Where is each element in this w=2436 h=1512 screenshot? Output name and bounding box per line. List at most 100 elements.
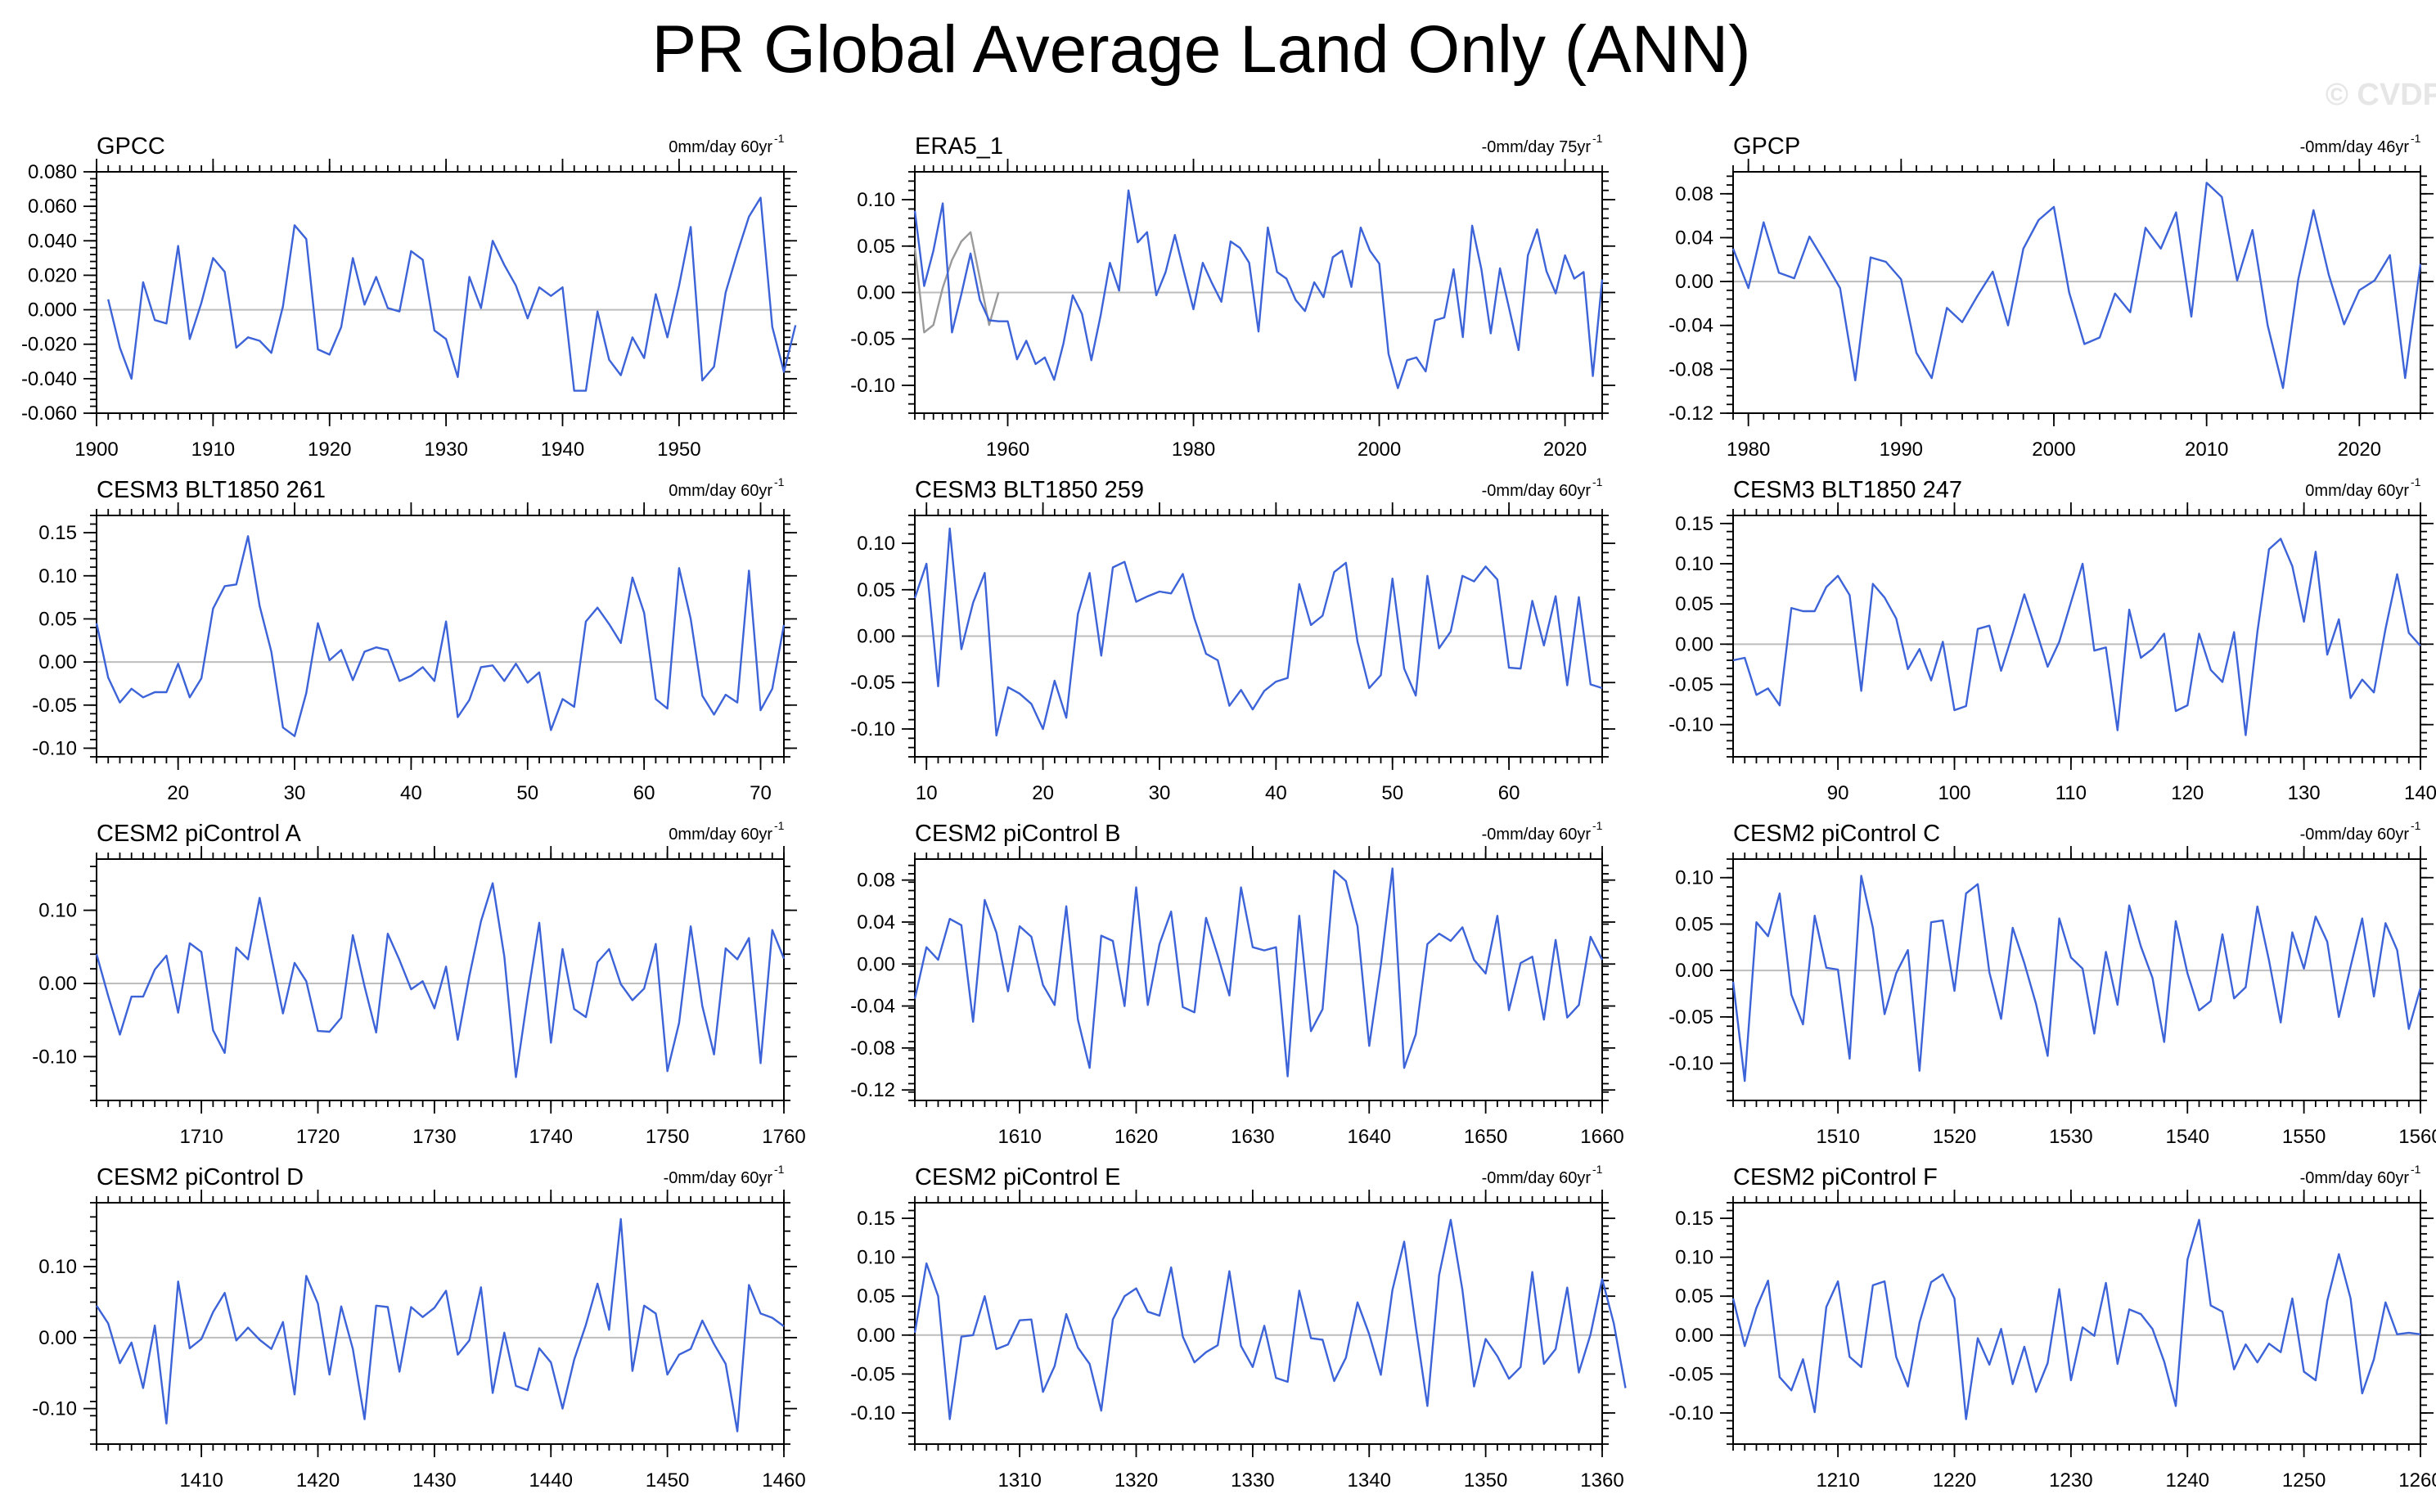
y-tick-label: -0.05	[850, 328, 895, 350]
y-tick-label: 0.05	[1675, 1285, 1713, 1307]
x-tick-label: 1510	[1816, 1126, 1859, 1148]
x-tick-label: 1250	[2282, 1469, 2326, 1492]
x-tick-label: 1960	[986, 439, 1029, 461]
series-line	[95, 1217, 785, 1433]
y-tick-label: 0.05	[38, 608, 77, 630]
x-tick-label: 2020	[1543, 439, 1587, 461]
y-tick-label: 0.060	[28, 196, 77, 218]
x-tick-label: 90	[1827, 782, 1849, 804]
plot-frame	[96, 1202, 785, 1445]
y-tick-label: 0.00	[857, 953, 895, 975]
trend-label: -0mm/day 60yr	[2300, 826, 2410, 844]
y-tick-label: 0.05	[857, 579, 895, 601]
x-tick-label: 1530	[2049, 1126, 2092, 1148]
y-tick-label: 0.05	[857, 1285, 895, 1307]
panel-title: CESM2 piControl F	[1733, 1164, 1938, 1190]
x-tick-label: 1350	[1464, 1469, 1507, 1492]
reference-series-line	[913, 231, 1000, 334]
trend-superscript: -1	[2411, 475, 2421, 488]
x-tick-label: 1930	[424, 439, 467, 461]
y-tick-label: -0.04	[1668, 315, 1713, 337]
y-tick-label: -0.10	[1668, 714, 1713, 736]
x-tick-label: 110	[2056, 782, 2087, 804]
x-tick-label: 1230	[2049, 1469, 2092, 1492]
x-tick-label: 40	[1265, 782, 1287, 804]
x-tick-label: 1740	[529, 1126, 573, 1148]
y-tick-label: 0.000	[28, 299, 77, 322]
watermark: © CVDP	[2326, 78, 2436, 112]
x-tick-label: 1310	[997, 1469, 1041, 1492]
x-tick-label: 1320	[1114, 1469, 1158, 1492]
x-tick-label: 1660	[1580, 1126, 1623, 1148]
series-line	[1731, 182, 2422, 389]
y-tick-label: -0.10	[850, 718, 895, 740]
x-tick-label: 1620	[1114, 1126, 1158, 1148]
plot-frame	[1732, 171, 2421, 414]
x-tick-label: 1520	[1933, 1126, 1976, 1148]
x-tick-label: 1240	[2166, 1469, 2209, 1492]
series-line	[95, 882, 786, 1078]
x-tick-label: 1540	[2166, 1126, 2209, 1148]
trend-superscript: -1	[774, 132, 785, 145]
y-tick-label: -0.05	[850, 672, 895, 694]
x-tick-label: 1550	[2282, 1126, 2326, 1148]
y-tick-label: -0.04	[850, 996, 895, 1018]
y-tick-label: 0.040	[28, 230, 77, 252]
trend-superscript: -1	[774, 1163, 785, 1176]
x-tick-label: 1750	[646, 1126, 689, 1148]
y-tick-label: 0.08	[857, 870, 895, 892]
trend-superscript: -1	[2411, 819, 2421, 832]
x-tick-label: 2000	[2032, 439, 2075, 461]
y-tick-label: 0.00	[857, 282, 895, 304]
y-tick-label: 0.080	[28, 161, 77, 183]
y-tick-label: 0.00	[1675, 1325, 1713, 1347]
trend-label: 0mm/day 60yr	[669, 826, 772, 844]
trend-label: -0mm/day 60yr	[664, 1169, 773, 1187]
panel-title: GPCP	[1733, 133, 1800, 160]
trend-label: -0mm/day 60yr	[1482, 482, 1592, 500]
series-line	[107, 196, 797, 392]
y-tick-label: -0.05	[32, 695, 77, 717]
trend-superscript: -1	[774, 819, 785, 832]
trend-label: -0mm/day 60yr	[2300, 1169, 2410, 1187]
x-tick-label: 2020	[2338, 439, 2381, 461]
x-tick-label: 1450	[646, 1469, 689, 1492]
x-tick-label: 1920	[308, 439, 351, 461]
y-tick-label: 0.10	[38, 1256, 77, 1278]
x-tick-label: 1560	[2398, 1126, 2436, 1148]
series-line	[913, 527, 1603, 737]
x-tick-label: 20	[167, 782, 189, 804]
y-tick-label: -0.08	[850, 1037, 895, 1060]
y-tick-label: 0.00	[38, 651, 77, 673]
panel-title: CESM3 BLT1850 261	[97, 477, 326, 503]
x-tick-label: 1900	[74, 439, 118, 461]
x-tick-label: 1630	[1231, 1126, 1274, 1148]
x-tick-label: 1720	[296, 1126, 340, 1148]
y-tick-label: -0.08	[1668, 358, 1713, 380]
plot-frame	[96, 171, 785, 414]
y-tick-label: 0.04	[1675, 227, 1713, 249]
y-tick-label: 0.020	[28, 264, 77, 286]
trend-label: -0mm/day 75yr	[1482, 138, 1592, 156]
chart-panel: GPCC 0mm/day 60yr -1 -0.060 -0.040 -0.020 0.00…	[21, 132, 797, 461]
y-tick-label: 0.05	[857, 236, 895, 258]
y-tick-label: 0.10	[857, 189, 895, 211]
plot-frame	[1732, 1202, 2421, 1445]
x-tick-label: 1980	[1172, 439, 1215, 461]
trend-label: -0mm/day 60yr	[1482, 826, 1592, 844]
x-tick-label: 1420	[296, 1469, 340, 1492]
y-tick-label: 0.00	[38, 1327, 77, 1349]
y-tick-label: 0.00	[1675, 960, 1713, 982]
trend-label: -0mm/day 46yr	[2300, 138, 2410, 156]
x-tick-label: 1760	[762, 1126, 805, 1148]
x-tick-label: 140	[2404, 782, 2436, 804]
y-tick-label: -0.020	[21, 334, 77, 356]
trend-superscript: -1	[1592, 819, 1603, 832]
x-tick-label: 1640	[1348, 1126, 1391, 1148]
y-tick-label: 0.08	[1675, 183, 1713, 205]
x-tick-label: 120	[2171, 782, 2204, 804]
x-tick-label: 50	[1381, 782, 1403, 804]
trend-superscript: -1	[1592, 475, 1603, 488]
x-tick-label: 2000	[1358, 439, 1401, 461]
panel-title: CESM2 piControl A	[97, 821, 301, 847]
